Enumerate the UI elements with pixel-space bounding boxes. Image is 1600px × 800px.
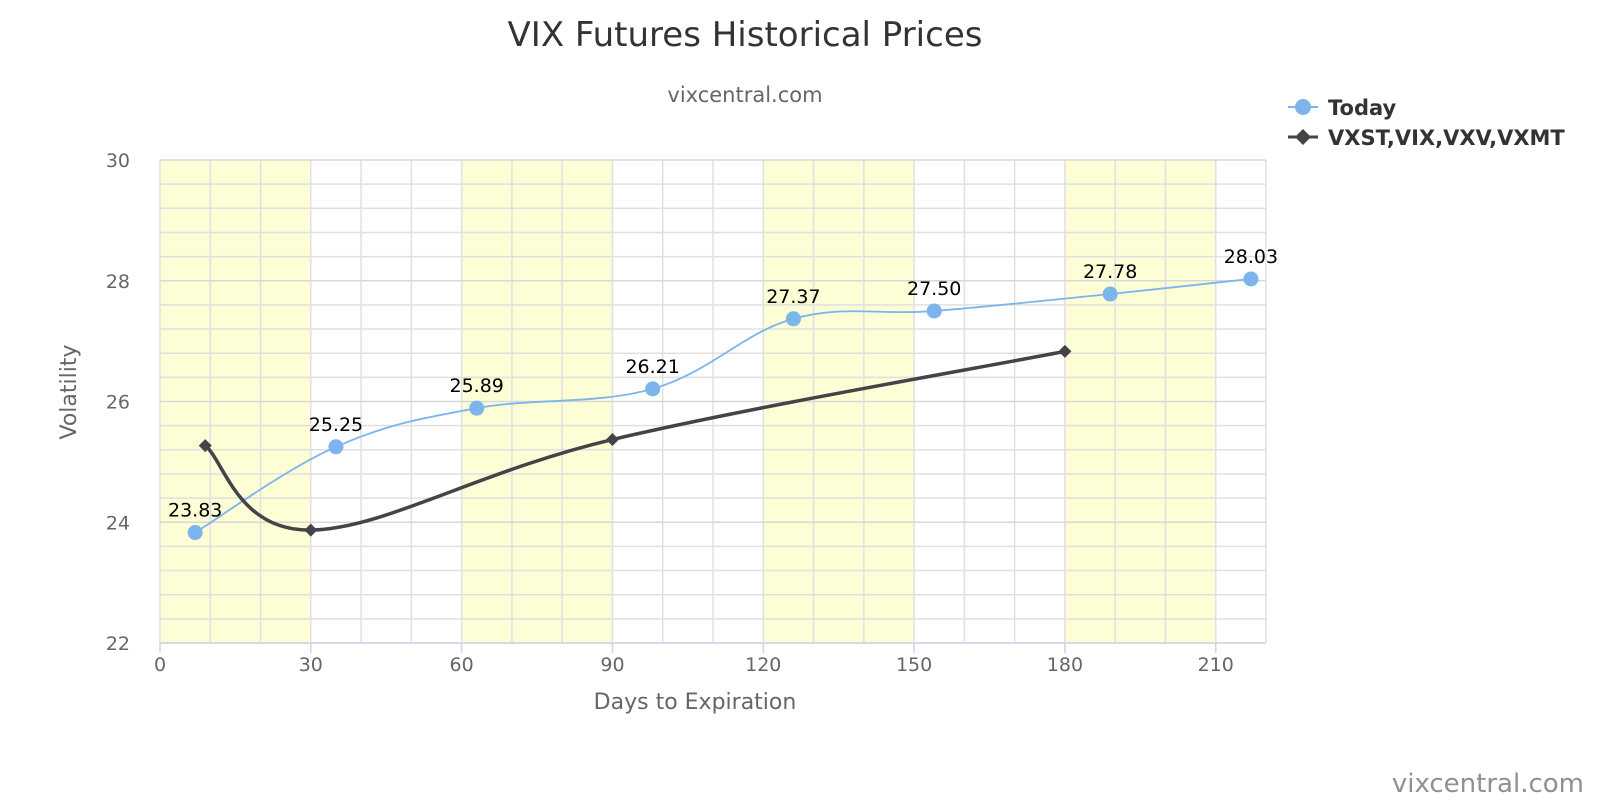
legend-label-today: Today [1328,96,1397,120]
data-label-0-3: 26.21 [625,356,679,378]
x-tick-label-1: 30 [299,654,323,676]
x-tick-label-2: 60 [450,654,474,676]
x-axis-title: Days to Expiration [594,690,797,715]
x-tick-label-0: 0 [154,654,166,676]
data-label-0-5: 27.50 [907,278,961,300]
series-0-point-0 [187,525,203,541]
x-tick-label-6: 180 [1047,654,1083,676]
legend: Today VXST,VIX,VXV,VXMT [1288,96,1565,150]
series-1-point-0 [198,439,212,453]
legend-marker-today [1295,99,1311,115]
series-0-point-4 [785,311,801,327]
series-line-1 [204,349,1066,532]
series-0-point-2 [469,400,485,416]
credit: vixcentral.com [1392,769,1584,799]
axes: 0 30 60 90 120 150 180 210 22 24 26 28 30 [106,150,1266,676]
data-label-0-1: 25.25 [309,414,363,436]
legend-item-today[interactable]: Today [1288,96,1397,120]
series-0-point-7 [1243,271,1259,287]
series-0-point-5 [926,303,942,319]
x-tick-label-5: 150 [896,654,932,676]
data-label-0-2: 25.89 [450,375,504,397]
data-label-0-0: 23.83 [168,500,222,522]
y-axis-title: Volatility [57,344,82,439]
grid [159,159,1267,644]
series-0-point-6 [1102,286,1118,302]
y-tick-label-4: 30 [106,150,130,172]
series-1-point-1 [304,523,318,537]
legend-marker-vix-term [1295,129,1311,145]
y-tick-label-2: 26 [106,392,130,414]
series-1-point-2 [605,433,619,447]
x-tick-label-7: 210 [1198,654,1234,676]
data-label-0-4: 27.37 [766,286,820,308]
data-label-0-6: 27.78 [1083,261,1137,283]
x-tick-label-4: 120 [745,654,781,676]
data-labels: 23.83 25.25 25.89 26.21 27.37 27.50 27.78 28.03 [168,246,1278,522]
legend-item-vix-term[interactable]: VXST,VIX,VXV,VXMT [1288,126,1565,150]
series-0-point-3 [645,381,661,397]
y-tick-label-3: 28 [106,271,130,293]
series-1-point-3 [1058,344,1072,358]
x-tick-label-3: 90 [600,654,624,676]
series-0-point-1 [328,439,344,455]
y-tick-label-1: 24 [106,512,130,534]
data-label-0-7: 28.03 [1224,246,1278,268]
y-tick-label-0: 22 [106,633,130,655]
chart-subtitle: vixcentral.com [667,83,822,107]
legend-label-vix-term: VXST,VIX,VXV,VXMT [1328,126,1565,150]
chart-title: VIX Futures Historical Prices [508,15,983,55]
series [187,271,1259,541]
series-line-0 [194,278,1252,534]
